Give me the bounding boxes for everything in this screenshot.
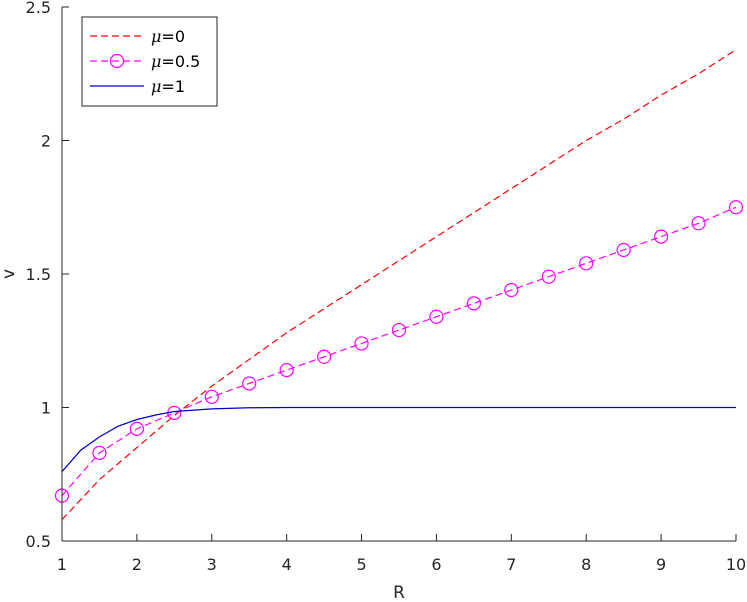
series-1-point-14 <box>579 256 594 271</box>
series-1 <box>54 200 744 503</box>
x-tick-label-7: 8 <box>581 555 591 574</box>
series-1-point-15 <box>616 242 631 258</box>
y-tick-label-2: 1.5 <box>26 265 51 284</box>
y-axis-title: v <box>0 269 19 279</box>
legend-label-0: μ=0 <box>151 27 185 46</box>
series-1-point-12 <box>504 282 519 298</box>
x-tick-label-3: 4 <box>282 555 292 574</box>
series-1-point-2 <box>129 421 144 436</box>
series-1-point-17 <box>691 216 706 231</box>
x-tick-label-1: 2 <box>132 555 142 574</box>
series-1-point-7 <box>317 349 332 364</box>
x-tick-label-5: 6 <box>431 555 441 574</box>
x-tick-label-6: 7 <box>506 555 516 574</box>
series-layer <box>54 49 744 521</box>
x-axis-title: R <box>393 583 405 602</box>
series-1-point-16 <box>654 229 669 244</box>
series-2 <box>61 406 736 472</box>
series-line-2 <box>61 406 736 472</box>
series-1-point-18 <box>728 200 744 215</box>
ticks-layer: 1 2 3 4 5 6 7 8 9 10 0.5 1 1.5 2 2.5 <box>26 0 747 574</box>
series-1-point-6 <box>279 363 294 378</box>
series-1-point-9 <box>391 322 407 338</box>
x-tick-label-0: 1 <box>57 555 67 574</box>
y-tick-label-0: 0.5 <box>26 532 51 551</box>
y-tick-label-4: 2.5 <box>26 0 51 17</box>
series-1-point-4 <box>204 389 219 404</box>
series-1-point-1 <box>92 445 107 460</box>
x-tick-label-2: 3 <box>207 555 217 574</box>
series-line-1 <box>61 206 737 497</box>
series-1-point-11 <box>466 296 481 311</box>
x-tick-label-8: 9 <box>656 555 666 574</box>
legend-label-1: μ=0.5 <box>151 52 200 71</box>
legend-marker-1 <box>109 53 125 69</box>
series-1-point-10 <box>429 309 444 324</box>
series-1-point-13 <box>541 269 556 284</box>
y-tick-label-1: 1 <box>41 399 51 418</box>
series-1-point-8 <box>354 336 369 351</box>
x-tick-label-4: 5 <box>356 555 366 574</box>
legend-label-2: μ=1 <box>151 77 185 96</box>
series-1-point-5 <box>242 376 257 391</box>
y-tick-label-3: 2 <box>41 132 51 151</box>
x-tick-label-9: 10 <box>726 555 746 574</box>
legend: μ=0 μ=0.5 μ=1 <box>81 16 218 107</box>
